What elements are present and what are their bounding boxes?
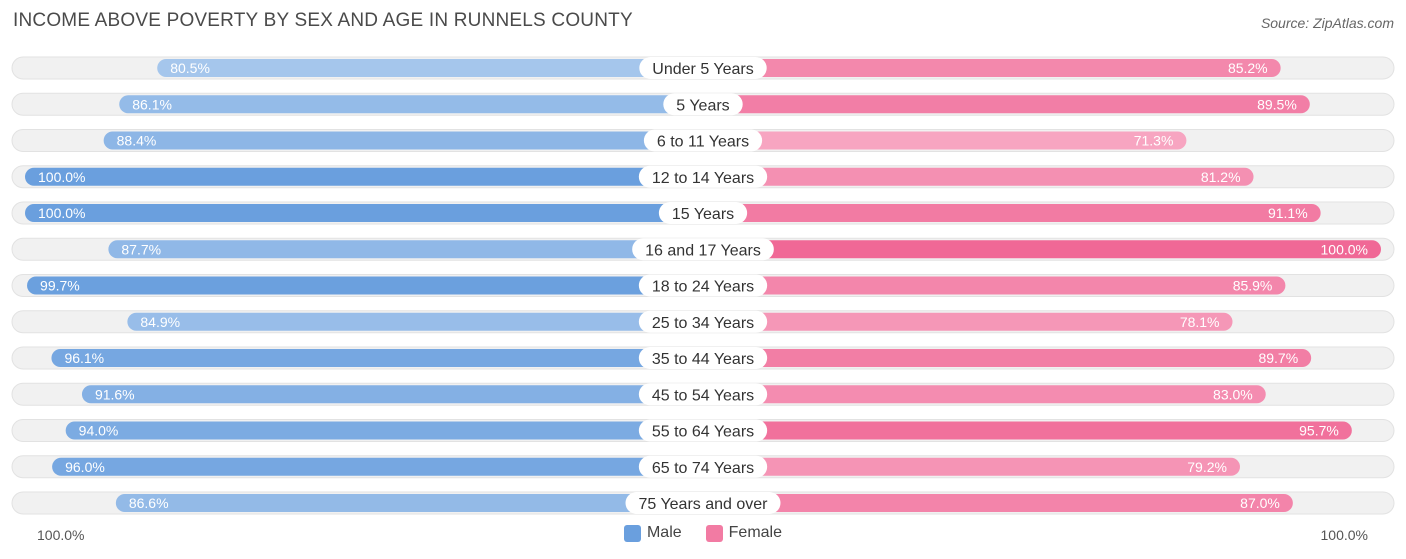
bar-male	[25, 167, 703, 186]
value-label-male: 86.6%	[129, 495, 169, 511]
bar-female	[703, 494, 1293, 512]
value-label-female: 95.7%	[1299, 423, 1339, 439]
value-label-female: 85.2%	[1228, 60, 1268, 76]
category-label: 5 Years	[676, 97, 729, 114]
bar-male	[51, 349, 703, 367]
bar-male	[157, 59, 703, 77]
bar-male	[103, 131, 703, 150]
category-pill	[639, 57, 767, 79]
bar-female	[703, 240, 1381, 259]
category-label: 75 Years and over	[639, 496, 769, 513]
bar-female	[703, 385, 1266, 404]
chart-svg: 80.5% 85.2% Under 5 Years 86.1% 89.5% 5 Years…	[11, 56, 1395, 515]
bar-male	[52, 457, 704, 476]
bar-female	[703, 204, 1321, 222]
category-label: 18 to 24 Years	[652, 279, 754, 296]
legend-item-female: Female	[705, 524, 783, 542]
category-pill	[638, 347, 768, 369]
bar-female	[703, 457, 1240, 476]
value-label-female: 78.1%	[1180, 314, 1220, 330]
bar-female	[703, 131, 1187, 150]
value-label-male: 94.0%	[79, 423, 119, 439]
value-label-male: 91.6%	[95, 386, 135, 402]
bar-female	[703, 95, 1310, 114]
category-pill	[643, 129, 763, 152]
category-label: 15 Years	[672, 206, 734, 223]
value-label-female: 91.1%	[1268, 205, 1308, 221]
value-label-female: 100.0%	[1321, 241, 1368, 257]
bar-female	[703, 59, 1281, 77]
value-label-female: 81.2%	[1201, 169, 1241, 185]
bar-male	[25, 204, 703, 222]
chart-title: INCOME ABOVE POVERTY BY SEX AND AGE IN R…	[13, 10, 633, 31]
legend: Male Female	[0, 524, 1406, 542]
value-label-male: 99.7%	[40, 278, 80, 294]
value-label-male: 86.1%	[132, 96, 172, 112]
category-pill	[632, 238, 774, 261]
bar-male	[119, 95, 703, 114]
value-label-male: 88.4%	[117, 133, 157, 149]
value-label-male: 80.5%	[170, 60, 210, 76]
category-label: Under 5 Years	[652, 61, 753, 78]
axis-right-label: 100.0%	[1320, 527, 1368, 543]
bar-male	[115, 494, 704, 512]
value-label-female: 71.3%	[1134, 133, 1174, 149]
category-pill	[625, 492, 781, 514]
category-pill	[638, 419, 768, 442]
category-pill	[638, 274, 768, 297]
bar-female	[703, 276, 1286, 295]
legend-item-male: Male	[623, 524, 682, 542]
value-label-female: 89.7%	[1258, 350, 1298, 366]
bar-female	[703, 312, 1233, 331]
value-label-male: 84.9%	[140, 314, 180, 330]
axis-left-label: 100.0%	[37, 527, 85, 543]
category-label: 65 to 74 Years	[652, 460, 754, 477]
category-label: 45 to 54 Years	[652, 387, 754, 404]
value-label-male: 96.1%	[64, 350, 104, 366]
category-label: 25 to 34 Years	[652, 315, 754, 332]
bar-female	[703, 167, 1254, 186]
value-label-female: 79.2%	[1187, 459, 1227, 475]
bar-female	[703, 349, 1312, 367]
bar-male	[127, 312, 704, 331]
legend-label-male: Male	[646, 524, 682, 541]
category-pill	[663, 93, 743, 116]
bar-male	[108, 240, 704, 259]
legend-label-female: Female	[728, 524, 783, 541]
bar-male	[27, 276, 704, 295]
category-pill	[638, 383, 768, 406]
category-pill	[638, 455, 768, 478]
value-label-female: 85.9%	[1233, 278, 1273, 294]
category-label: 55 to 64 Years	[652, 424, 754, 441]
value-label-male: 87.7%	[121, 241, 161, 257]
category-label: 6 to 11 Years	[657, 134, 749, 151]
value-label-female: 87.0%	[1240, 495, 1280, 511]
legend-swatch-male	[623, 524, 641, 542]
category-label: 12 to 14 Years	[652, 170, 754, 187]
value-label-male: 100.0%	[38, 169, 85, 185]
value-label-female: 83.0%	[1213, 386, 1253, 402]
value-label-female: 89.5%	[1257, 96, 1297, 112]
category-pill	[658, 202, 748, 224]
legend-swatch-female	[705, 524, 723, 542]
value-label-male: 96.0%	[65, 459, 105, 475]
bar-male	[81, 385, 703, 404]
category-pill	[638, 310, 768, 333]
category-label: 16 and 17 Years	[645, 242, 761, 259]
value-label-male: 100.0%	[38, 205, 85, 221]
category-pill	[638, 165, 768, 188]
bar-female	[703, 421, 1352, 440]
bar-male	[65, 421, 704, 440]
category-label: 35 to 44 Years	[652, 351, 754, 368]
source-label: Source: ZipAtlas.com	[1260, 15, 1394, 31]
